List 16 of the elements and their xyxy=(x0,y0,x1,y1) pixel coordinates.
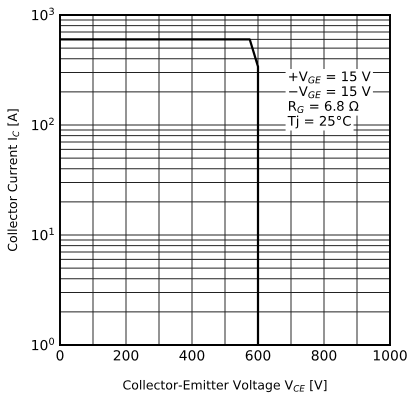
y-tick-label: 10$^{2}$ xyxy=(32,118,54,130)
annotation: +V$_{GE}$ = 15 V xyxy=(289,71,371,84)
x-tick-label: 1000 xyxy=(374,350,407,361)
y-axis-title: Collector Current I$_{C}$ [A] xyxy=(7,109,20,252)
x-tick-label: 600 xyxy=(246,350,270,361)
x-axis-title: Collector-Emitter Voltage V$_{CE}$ [V] xyxy=(123,380,326,392)
y-tick-label: 10$^{3}$ xyxy=(32,8,54,20)
x-tick-label: 400 xyxy=(179,350,204,361)
y-tick-label: 10$^{1}$ xyxy=(32,228,54,240)
x-tick-label: 0 xyxy=(56,350,64,361)
annotation: Tj = 25°C xyxy=(288,116,351,128)
y-tick-label: 10$^{0}$ xyxy=(32,338,54,350)
annotation: −V$_{GE}$ = 15 V xyxy=(289,86,371,98)
annotation: R$_{G}$ = 6.8 Ω xyxy=(288,100,358,114)
x-tick-label: 200 xyxy=(114,350,138,361)
x-tick-label: 800 xyxy=(312,350,336,361)
